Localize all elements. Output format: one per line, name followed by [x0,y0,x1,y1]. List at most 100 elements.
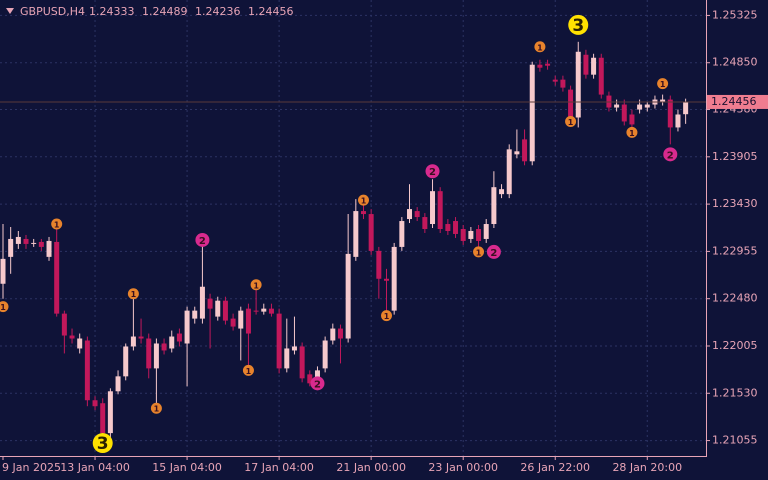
y-tick-label: 1.21530 [712,386,758,399]
signal-marker [381,310,392,322]
signal-marker [473,246,485,258]
candle-body [268,308,274,314]
signal-marker [425,164,440,179]
candle-body [307,374,313,384]
candle-body [468,230,474,239]
candle-body [453,221,459,234]
candle-body [430,191,436,225]
candle-body [207,298,213,309]
candle-body [591,57,597,75]
y-tick-label: 1.21055 [712,434,758,447]
current-price-tag [707,94,768,109]
candle-body [245,308,251,334]
candle-body [69,335,75,339]
signal-marker-label: 2 [199,236,206,247]
candle-body [621,104,627,122]
y-tick-label: 1.23430 [712,197,758,210]
y-tick-label: 1.22480 [712,292,758,305]
signal-marker [0,301,9,313]
candle-body [506,149,512,195]
candle-body [138,336,144,339]
signal-marker [657,78,669,90]
candle-body [38,241,44,247]
candle-body [637,104,643,110]
candle-body [422,217,428,229]
candle-body [153,343,159,369]
candle-body [476,228,482,241]
candle-body [230,318,236,327]
candle-body [92,400,98,407]
candle-body [238,310,244,329]
candle-body [184,310,190,344]
signal-marker [626,126,638,138]
y-tick-label: 1.25325 [712,8,758,21]
y-tick-label: 1.24850 [712,56,758,69]
candle-body [491,187,497,225]
candle-body [199,286,205,319]
signal-marker [534,41,546,53]
candle-body [161,343,167,351]
signal-marker-label: 1 [537,43,543,52]
header-high: 1.24489 [142,5,188,18]
symbol-title: GBPUSD,H4 [20,5,85,18]
signal-marker-label: 3 [572,16,584,36]
signal-marker-label: 2 [429,167,436,178]
header-low: 1.24236 [195,5,241,18]
candle-body [276,313,282,369]
signal-marker-label: 1 [54,221,60,230]
candle-body [84,340,90,401]
candle-body [376,250,382,279]
candle-body [360,211,366,215]
candle-body [169,336,175,349]
candle-body [146,338,152,369]
candle-body [583,54,589,75]
ohlc-header: 1.24333 1.24489 1.24236 1.24456 [89,5,294,18]
signal-marker [127,288,139,300]
candle-body [46,240,52,257]
candle-body [522,139,528,162]
candle-body [529,64,535,162]
candle-body [644,104,650,108]
signal-marker-label: 1 [253,281,259,290]
x-tick-label: 28 Jan 20:00 [612,461,682,474]
candle-body [61,313,67,336]
x-tick-label: 21 Jan 00:00 [336,461,406,474]
candle-body [552,79,558,82]
x-tick-label: 15 Jan 04:00 [152,461,222,474]
candle-body [499,189,505,195]
candle-body [629,114,635,125]
signal-marker-label: 1 [384,312,390,321]
signal-marker [51,218,63,230]
candle-body [15,236,21,244]
candle-body [192,310,198,319]
signal-marker [242,364,254,376]
candle-body [614,104,620,108]
candle-body [100,403,106,434]
header-open: 1.24333 [89,5,135,18]
y-tick-label: 1.22005 [712,339,758,352]
candle-body [368,214,374,251]
candle-body [345,253,351,339]
signal-marker-label: 1 [0,303,6,312]
candle-body [683,101,689,115]
candle-body [460,228,466,241]
candle-body [330,328,336,341]
candle-body [437,191,443,229]
candle-body [284,348,290,369]
signal-marker-label: 1 [660,80,666,89]
signal-marker-label: 1 [629,129,635,138]
signal-marker [568,14,589,35]
candle-body [445,224,451,231]
candle-body [675,114,681,128]
candle-body [54,241,60,314]
x-tick-label: 9 Jan 2025 [2,461,61,474]
y-tick-label: 1.22955 [712,244,758,257]
candle-body [291,346,297,351]
signal-marker [310,376,325,391]
x-tick-label: 13 Jan 04:00 [60,461,130,474]
signal-marker-label: 1 [154,405,160,414]
header-close: 1.24456 [248,5,294,18]
x-tick-label: 17 Jan 04:00 [244,461,314,474]
candle-body [222,300,228,321]
